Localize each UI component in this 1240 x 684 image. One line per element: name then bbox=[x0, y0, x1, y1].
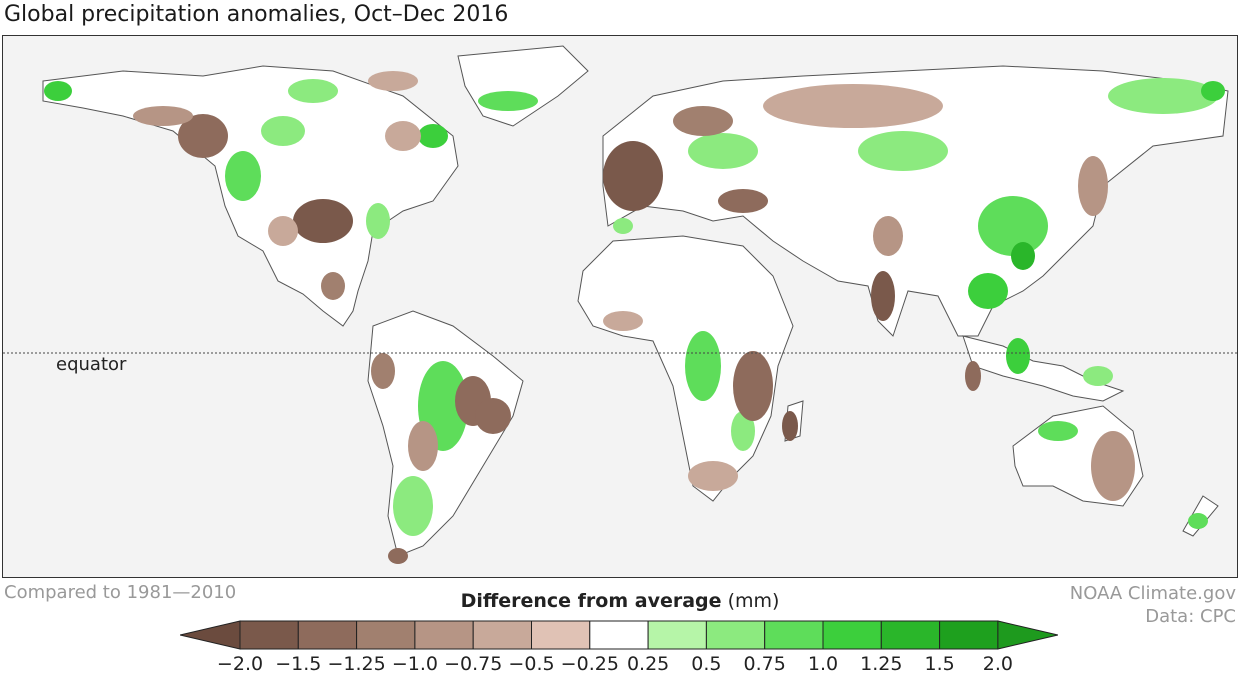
legend-tick-label: −1.0 bbox=[391, 653, 438, 675]
legend-bin bbox=[297, 620, 358, 650]
legend-bin bbox=[647, 620, 707, 650]
legend-bin bbox=[356, 620, 416, 650]
legend-bin bbox=[939, 620, 999, 650]
legend-tick-label: −0.5 bbox=[508, 653, 555, 675]
legend-tick-label: −0.25 bbox=[560, 653, 619, 675]
map-panel bbox=[2, 35, 1238, 578]
legend-tick-label: −1.5 bbox=[275, 653, 322, 675]
legend-tick-label: 0.25 bbox=[626, 653, 670, 675]
color-legend-bar bbox=[180, 620, 1059, 650]
equator-label: equator bbox=[56, 354, 127, 375]
legend-title-text: Difference from average bbox=[460, 590, 722, 612]
legend-bin bbox=[531, 620, 591, 650]
world-map bbox=[3, 45, 1237, 564]
map-title: Global precipitation anomalies, Oct–Dec … bbox=[4, 2, 509, 27]
legend-tick-label: 1.25 bbox=[860, 653, 903, 675]
legend-bin bbox=[764, 620, 824, 650]
legend-tick-label: −0.75 bbox=[444, 653, 503, 675]
legend-arrow-wet bbox=[997, 620, 1059, 650]
legend-tick-label: 0.5 bbox=[691, 653, 722, 675]
legend-tick-label: −1.25 bbox=[327, 653, 386, 675]
legend-bin bbox=[822, 620, 882, 650]
legend-bin bbox=[414, 620, 474, 650]
legend-title: Difference from average (mm) bbox=[0, 590, 1240, 612]
eurasia-land bbox=[602, 65, 1229, 337]
legend-arrow-dry bbox=[180, 620, 241, 650]
baseline-note: Compared to 1981—2010 bbox=[4, 582, 237, 603]
legend-tick-label: 1.5 bbox=[924, 653, 955, 675]
legend-bin bbox=[239, 620, 299, 650]
wet-anomaly-regions bbox=[44, 78, 1225, 536]
greenland-land bbox=[457, 45, 589, 127]
credit-block: NOAA Climate.gov Data: CPC bbox=[1070, 582, 1236, 628]
legend-bin bbox=[705, 620, 766, 650]
legend-tick-label: 1.0 bbox=[807, 653, 839, 675]
legend-ticks: −2.0 −1.5 −1.25 −1.0 −0.75 −0.5 −0.25 0.25 0.5 0.… bbox=[0, 653, 1240, 681]
legend-unit: (mm) bbox=[727, 590, 780, 612]
legend-tick-label: −2.0 bbox=[216, 653, 264, 675]
credit-source: NOAA Climate.gov bbox=[1069, 583, 1236, 604]
legend-tick-label: 0.75 bbox=[743, 653, 786, 675]
legend-tick-label: 2.0 bbox=[982, 653, 1013, 675]
legend-bin bbox=[472, 620, 533, 650]
credit-data: Data: CPC bbox=[1145, 606, 1236, 627]
legend-bin bbox=[880, 620, 941, 650]
dry-anomaly-regions bbox=[133, 71, 1135, 564]
legend-bin bbox=[589, 620, 649, 650]
